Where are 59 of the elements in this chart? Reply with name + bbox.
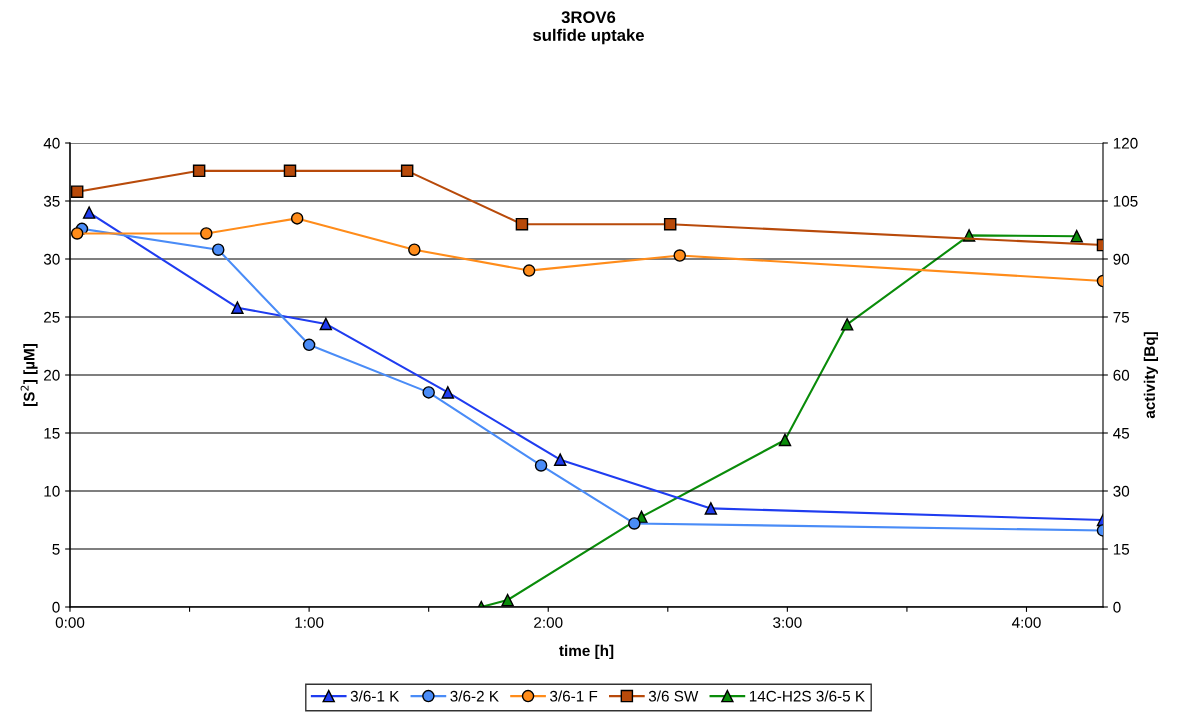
- legend-label: 3/6-1 F: [550, 690, 598, 702]
- point: [778, 433, 792, 447]
- x-axis-title: time [h]: [559, 644, 614, 660]
- y-tick-label: 20: [44, 369, 60, 381]
- point: [501, 593, 514, 607]
- point: [283, 164, 297, 178]
- y-tick-label: 35: [43, 195, 60, 207]
- point: [290, 212, 304, 225]
- point: [1070, 229, 1083, 243]
- y-tick-label: 25: [44, 311, 60, 323]
- legend-label: 3/6-1 K: [350, 690, 400, 702]
- y-tick-label: 5: [52, 544, 60, 555]
- y2-tick-label: 105: [1113, 195, 1138, 207]
- y-tick-label: 0: [52, 601, 60, 613]
- y2-tick-label: 45: [1113, 428, 1130, 439]
- point: [522, 264, 536, 277]
- point: [192, 164, 206, 178]
- point: [534, 459, 548, 472]
- legend-label: 3/6-2 K: [450, 690, 499, 702]
- point: [663, 217, 677, 231]
- y-axis-title: [S$^{2}$] [µM]: [20, 344, 38, 406]
- y2-tick-label: 0: [1113, 601, 1121, 613]
- y2-tick-label: 90: [1113, 253, 1130, 265]
- y-tick-label: 40: [43, 137, 60, 149]
- point: [231, 301, 244, 314]
- y-tick-label: 30: [43, 253, 60, 265]
- point: [673, 249, 687, 262]
- point: [704, 502, 718, 515]
- point: [408, 243, 421, 256]
- y2-tick-label: 15: [1113, 544, 1130, 555]
- x-tick-label: 4:00: [1011, 617, 1041, 628]
- legend-label: 14C-H2S 3/6-5 K: [749, 690, 865, 702]
- chart-title: 3ROV6 sulfide uptake: [533, 11, 644, 45]
- point: [200, 227, 213, 240]
- y2-axis-title: activity [Bq]: [1143, 332, 1159, 419]
- y2-tick-label: 60: [1113, 369, 1130, 381]
- point: [840, 318, 854, 331]
- y-tick-label: 15: [44, 428, 60, 439]
- x-tick-label: 1:00: [295, 617, 324, 628]
- point: [212, 243, 225, 256]
- x-tick-label: 2:00: [534, 617, 563, 628]
- point: [400, 164, 414, 178]
- point: [70, 227, 84, 240]
- point: [628, 517, 641, 530]
- x-tick-label: 0:00: [55, 617, 85, 628]
- point: [441, 386, 455, 399]
- x-tick-label: 3:00: [773, 617, 802, 628]
- point: [319, 317, 333, 331]
- legend-label: 3/6 SW: [648, 690, 699, 702]
- y-tick-label: 10: [44, 485, 60, 497]
- point: [422, 386, 435, 399]
- point: [553, 453, 567, 466]
- y2-tick-label: 120: [1113, 137, 1138, 149]
- y2-tick-label: 75: [1113, 312, 1130, 323]
- point: [302, 338, 316, 352]
- point: [515, 217, 529, 231]
- point: [82, 206, 96, 219]
- point: [70, 185, 84, 198]
- y2-tick-label: 30: [1113, 485, 1130, 497]
